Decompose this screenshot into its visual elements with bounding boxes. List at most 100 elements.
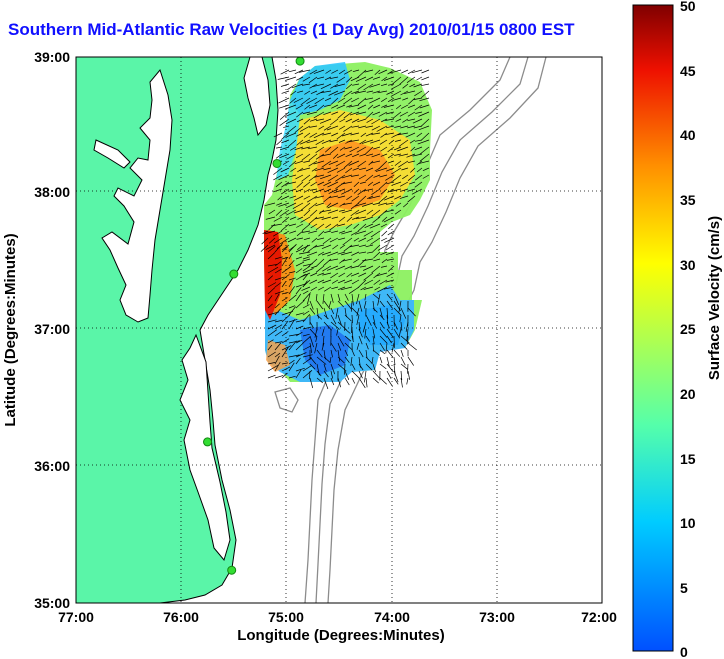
velocity-arrow xyxy=(402,97,409,101)
velocity-arrow xyxy=(295,268,303,274)
velocity-arrow xyxy=(302,258,311,262)
velocity-arrow xyxy=(363,286,374,290)
colorbar-tick-label: 50 xyxy=(680,0,696,14)
velocity-arrow xyxy=(327,174,339,182)
velocity-arrow xyxy=(281,244,290,251)
velocity-arrow xyxy=(328,188,339,194)
velocity-arrow xyxy=(331,111,339,115)
velocity-arrow xyxy=(414,181,423,188)
velocity-arrow xyxy=(271,223,283,227)
velocity-arrow xyxy=(398,160,409,168)
velocity-arrow xyxy=(346,216,353,222)
velocity-arrow xyxy=(363,83,374,91)
velocity-arrow xyxy=(373,251,381,259)
velocity-arrow xyxy=(372,307,378,313)
velocity-arrow xyxy=(408,181,416,185)
velocity-arrow xyxy=(281,181,290,188)
velocity-arrow xyxy=(351,314,353,324)
velocity-arrow xyxy=(393,356,396,366)
velocity-field-south-blue xyxy=(300,325,350,375)
velocity-arrow xyxy=(267,362,276,365)
velocity-arrow xyxy=(386,258,395,261)
velocity-arrow xyxy=(412,118,423,124)
velocity-arrow xyxy=(315,293,318,302)
velocity-arrow xyxy=(308,174,318,182)
velocity-arrow xyxy=(309,132,318,138)
velocity-arrow xyxy=(352,216,360,220)
velocity-arrow xyxy=(372,244,381,253)
velocity-arrow xyxy=(377,286,388,293)
velocity-arrow xyxy=(267,329,278,337)
velocity-arrow xyxy=(362,321,367,333)
velocity-arrow xyxy=(302,76,311,82)
velocity-arrow xyxy=(274,341,283,344)
velocity-arrow xyxy=(386,167,395,172)
velocity-arrow xyxy=(372,321,378,329)
velocity-arrow xyxy=(281,139,290,144)
velocity-arrow xyxy=(336,76,346,83)
velocity-arrow xyxy=(394,195,402,200)
velocity-arrow xyxy=(316,349,323,358)
velocity-arrow xyxy=(401,104,409,109)
velocity-arrow xyxy=(320,83,332,90)
velocity-arrow xyxy=(320,90,332,94)
velocity-arrow xyxy=(322,237,332,245)
velocity-arrow xyxy=(328,160,339,166)
x-tick-label: 76:00 xyxy=(163,609,199,625)
colorbar-tick-label: 0 xyxy=(680,644,688,659)
velocity-arrow xyxy=(267,374,276,379)
velocity-arrow xyxy=(372,181,381,186)
velocity-arrow xyxy=(322,272,332,276)
velocity-arrow xyxy=(311,265,318,269)
velocity-arrow xyxy=(385,251,395,256)
velocity-arrow xyxy=(316,90,325,96)
velocity-arrow xyxy=(267,344,273,351)
velocity-arrow xyxy=(282,216,290,223)
velocity-arrow xyxy=(294,69,304,75)
velocity-arrow xyxy=(322,132,332,136)
velocity-arrow xyxy=(316,300,324,310)
colorbar-tick-label: 10 xyxy=(680,515,696,531)
velocity-arrow xyxy=(366,209,374,215)
velocity-arrow xyxy=(274,242,284,253)
velocity-arrow xyxy=(326,202,332,208)
velocity-arrow xyxy=(407,125,416,129)
velocity-arrow xyxy=(360,181,367,184)
velocity-arrow xyxy=(374,69,381,76)
delaware-bay xyxy=(243,57,271,137)
colorbar-tick-label: 20 xyxy=(680,386,696,402)
velocity-arrow xyxy=(340,286,353,291)
velocity-arrow xyxy=(330,293,334,303)
velocity-arrow xyxy=(343,244,353,252)
velocity-arrow xyxy=(346,195,353,200)
velocity-arrow xyxy=(351,251,360,256)
velocity-arrow xyxy=(419,153,430,162)
velocity-arrow xyxy=(393,335,395,348)
velocity-arrow xyxy=(379,335,388,344)
velocity-arrow xyxy=(323,321,332,331)
velocity-arrow xyxy=(372,314,376,325)
velocity-arrow xyxy=(389,69,402,74)
velocity-arrow xyxy=(419,146,430,155)
velocity-arrow xyxy=(323,314,329,320)
velocity-arrow xyxy=(368,195,381,200)
map-plot-area xyxy=(76,57,602,603)
velocity-arrow xyxy=(330,118,339,126)
velocity-arrow xyxy=(322,279,332,284)
velocity-arrow xyxy=(315,335,318,342)
velocity-arrow xyxy=(323,363,327,372)
velocity-arrow xyxy=(289,97,297,104)
velocity-arrow xyxy=(268,223,276,231)
velocity-arrow xyxy=(348,160,360,166)
velocity-arrow xyxy=(334,90,346,96)
velocity-arrow xyxy=(315,153,325,160)
velocity-arrow xyxy=(392,111,402,119)
velocity-arrow xyxy=(362,216,374,221)
velocity-arrow xyxy=(287,83,297,90)
velocity-arrow xyxy=(302,274,308,281)
velocity-arrow xyxy=(373,104,381,109)
velocity-arrow xyxy=(296,223,304,228)
velocity-arrow xyxy=(323,356,331,363)
velocity-arrow xyxy=(422,174,430,179)
velocity-arrow xyxy=(379,342,385,351)
